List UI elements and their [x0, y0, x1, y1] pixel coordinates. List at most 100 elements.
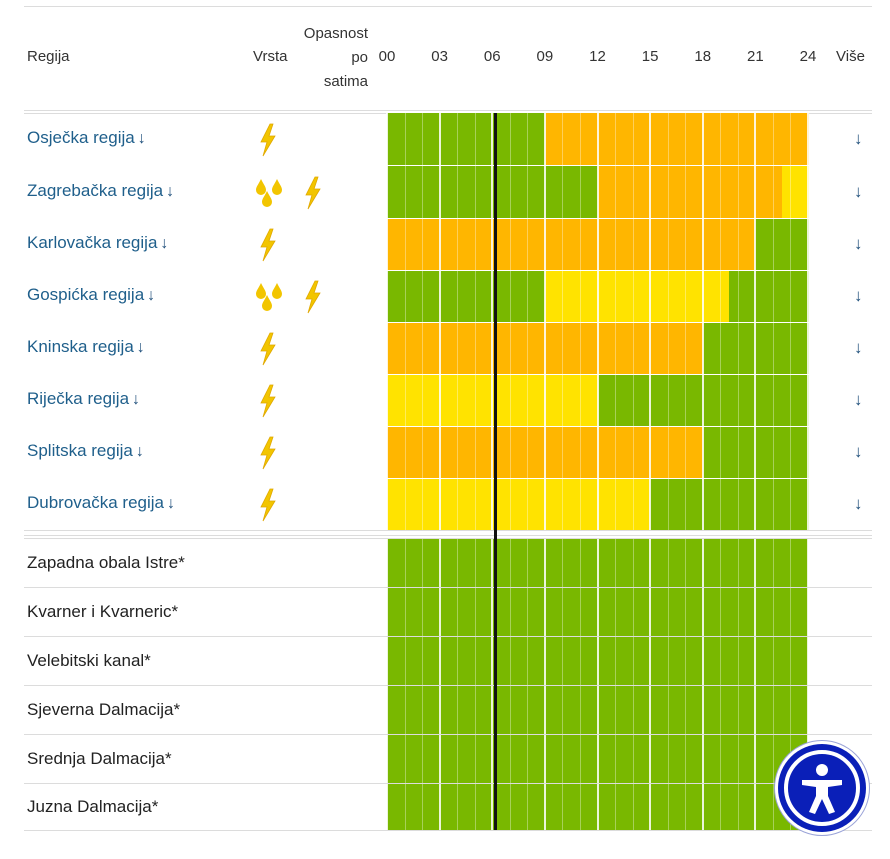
hazard-cell: [518, 322, 546, 374]
grid-line: [386, 426, 388, 478]
grid-line: [772, 166, 774, 218]
grid-line: [491, 322, 494, 374]
accessibility-button[interactable]: [778, 744, 866, 832]
region-name: Gospićka regija: [27, 285, 145, 304]
more-arrow-down-icon[interactable]: ↓: [854, 286, 863, 305]
more-arrow-down-icon[interactable]: ↓: [854, 129, 863, 148]
hazard-cell: [650, 166, 678, 218]
row-divider: [24, 734, 872, 735]
arrow-down-icon: ↓: [167, 495, 176, 512]
grid-line: [422, 374, 424, 426]
grid-line: [386, 587, 388, 636]
grid-line: [491, 636, 494, 685]
hazard-cell: [755, 218, 783, 270]
more-arrow-down-icon[interactable]: ↓: [854, 390, 863, 409]
grid-line: [562, 636, 564, 685]
region-link[interactable]: Riječka regija ↓: [27, 389, 140, 409]
grid-line: [457, 538, 459, 587]
hazard-cell: [623, 113, 651, 165]
grid-line: [701, 374, 704, 426]
grid-line: [701, 426, 704, 478]
grid-line: [509, 685, 511, 734]
grid-line: [720, 166, 722, 218]
grid-line: [737, 782, 739, 830]
grid-line: [632, 322, 634, 374]
grid-line: [720, 478, 722, 530]
grid-line: [754, 218, 757, 270]
hazard-cell: [413, 113, 441, 165]
grid-line: [457, 426, 459, 478]
grid-line: [579, 166, 581, 218]
grid-line: [457, 782, 459, 830]
grid-line: [649, 636, 652, 685]
grid-line: [527, 426, 529, 478]
region-link[interactable]: Osječka regija ↓: [27, 128, 146, 148]
grid-line: [754, 685, 757, 734]
grid-line: [720, 782, 722, 830]
grid-line: [386, 166, 388, 218]
grid-line: [737, 166, 739, 218]
grid-line: [491, 685, 494, 734]
grid-line: [615, 426, 617, 478]
grid-line: [754, 478, 757, 530]
grid-line: [772, 270, 774, 322]
grid-line: [474, 636, 476, 685]
grid-line: [509, 782, 511, 830]
lightning-icon: [258, 384, 278, 423]
grid-line: [579, 538, 581, 587]
hazard-cell: [571, 218, 599, 270]
grid-line: [720, 218, 722, 270]
grid-line: [790, 166, 792, 218]
grid-line: [562, 426, 564, 478]
more-arrow-down-icon[interactable]: ↓: [854, 338, 863, 357]
more-arrow-down-icon[interactable]: ↓: [854, 234, 863, 253]
hazard-cell: [729, 322, 756, 374]
grid-line: [509, 270, 511, 322]
grid-line: [474, 166, 476, 218]
grid-line: [596, 166, 599, 218]
grid-line: [720, 734, 722, 783]
grid-line: [807, 270, 809, 322]
grid-line: [667, 113, 669, 165]
grid-line: [649, 685, 652, 734]
hazard-cell: [465, 113, 493, 165]
grid-line: [720, 322, 722, 374]
lightning-icon: [303, 176, 323, 215]
arrow-down-icon: ↓: [147, 287, 156, 304]
hazard-cell: [676, 426, 704, 478]
grid-line: [386, 734, 388, 783]
grid-line: [632, 270, 634, 322]
grid-line: [596, 270, 599, 322]
arrow-down-icon: ↓: [160, 235, 169, 252]
region-link[interactable]: Splitska regija ↓: [27, 441, 144, 461]
region-link[interactable]: Kninska regija ↓: [27, 337, 145, 357]
hazard-cell: [623, 426, 651, 478]
grid-line: [720, 636, 722, 685]
row-divider: [24, 270, 872, 271]
grid-line: [807, 166, 809, 218]
region-link[interactable]: Zagrebačka regija ↓: [27, 181, 174, 201]
grid-line: [790, 374, 792, 426]
group-divider: [24, 538, 872, 539]
coastal-area-name: Zapadna obala Istre*: [27, 553, 185, 572]
hour-label: 24: [799, 48, 817, 65]
region-link[interactable]: Karlovačka regija ↓: [27, 233, 168, 253]
grid-line: [807, 322, 809, 374]
hour-label: 21: [747, 48, 764, 65]
hour-label: 06: [483, 48, 501, 65]
grid-line: [632, 587, 634, 636]
more-arrow-down-icon[interactable]: ↓: [854, 182, 863, 201]
lightning-icon: [258, 436, 278, 475]
hazard-cell: [387, 478, 414, 530]
grid-line: [422, 166, 424, 218]
more-arrow-down-icon[interactable]: ↓: [854, 442, 863, 461]
region-link[interactable]: Dubrovačka regija ↓: [27, 493, 175, 513]
grid-line: [615, 478, 617, 530]
hazard-cell: [544, 166, 572, 218]
grid-line: [737, 587, 739, 636]
grid-line: [790, 218, 792, 270]
hazard-cell: [387, 166, 414, 218]
group-divider: [24, 535, 872, 536]
more-arrow-down-icon[interactable]: ↓: [854, 494, 863, 513]
region-link[interactable]: Gospićka regija ↓: [27, 285, 155, 305]
